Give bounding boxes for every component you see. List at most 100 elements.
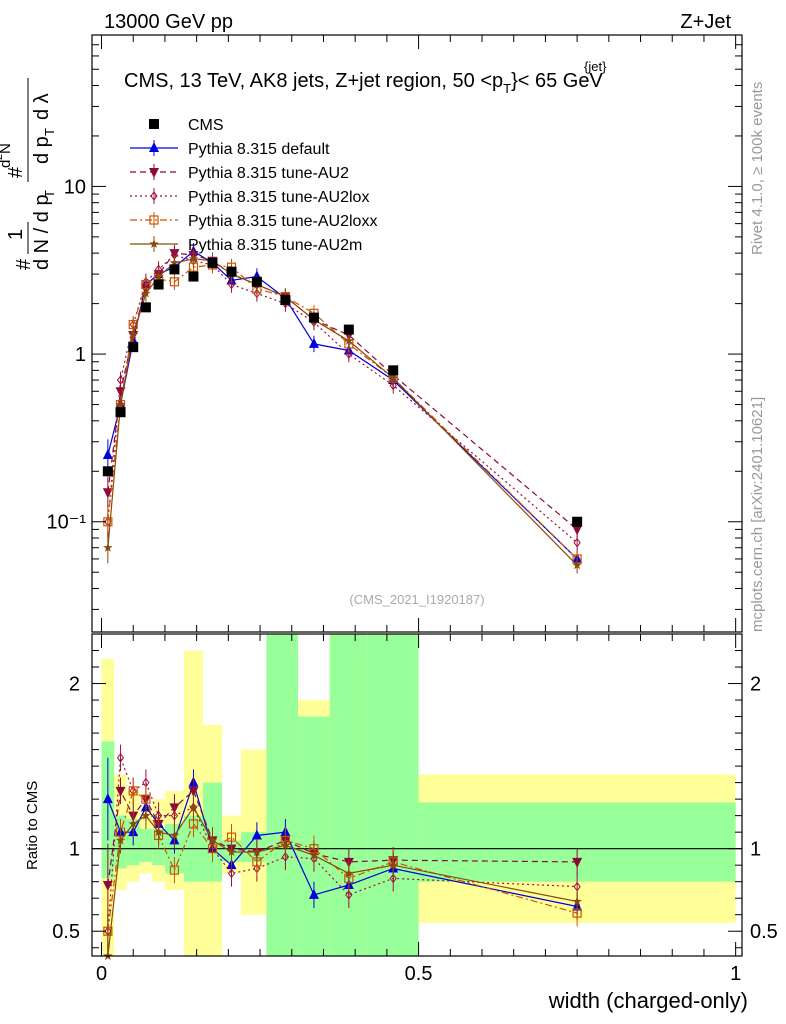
ratio-y-tick-label-right: 0.5 <box>750 921 778 943</box>
legend-label: Pythia 8.315 tune-AU2lox <box>188 189 369 206</box>
legend-label: Pythia 8.315 default <box>188 141 330 158</box>
header-right: Z+Jet <box>680 11 731 33</box>
point-cms <box>169 264 180 275</box>
point-cms <box>308 312 319 323</box>
ratio-y-tick-label-right: 2 <box>750 674 761 696</box>
ratio-point-pythia-8-315-tune-au2m <box>128 818 138 828</box>
legend-label: Pythia 8.315 tune-AU2 <box>188 165 349 182</box>
svg-text:N: N <box>0 143 14 154</box>
line-pythia-8-315-tune-au2 <box>107 252 578 530</box>
ratio-point-pythia-8-315-tune-au2m <box>388 860 398 870</box>
point-cms <box>280 295 291 306</box>
ratio-series-pythia-8-315-tune-au2m <box>103 794 582 960</box>
svg-text:T: T <box>42 190 57 198</box>
x-tick-label: 0.5 <box>405 963 433 985</box>
y-tick-label: 1 <box>75 344 86 366</box>
uncertainty-band-inner <box>266 634 299 956</box>
point-pythia-8-315-tune-au2m <box>141 288 151 298</box>
ratio-point-pythia-8-315-tune-au2m <box>115 835 126 845</box>
ratio-point-pythia-8-315-tune-au2 <box>572 857 583 868</box>
legend-label: Pythia 8.315 tune-AU2m <box>188 237 362 254</box>
line-pythia-8-315-tune-au2m <box>107 258 578 566</box>
point-pythia-8-315-tune-au2lox <box>227 279 236 290</box>
ratio-ylabel: Ratio to CMS <box>24 781 41 870</box>
series-pythia-8-315-tune-au2m <box>103 250 582 574</box>
legend: CMS Pythia 8.315 default Pythia 8.315 tune… <box>130 117 377 254</box>
point-cms <box>115 407 126 418</box>
x-tick-label: 0 <box>96 963 107 985</box>
line-pythia-8-315-tune-au2loxx <box>107 264 578 560</box>
svg-text:d λ: d λ <box>31 93 53 120</box>
ratio-point-pythia-8-315-tune-au2m <box>309 850 319 860</box>
point-pythia-8-315-tune-au2m <box>153 271 164 281</box>
point-pythia-8-315-tune-au2loxx <box>169 277 180 287</box>
ratio-point-pythia-8-315-tune-au2lox <box>389 873 397 884</box>
point-cms <box>188 271 199 282</box>
legend-marker-pythia-8-315-tune-au2lox <box>150 191 158 201</box>
ratio-point-pythia-8-315-tune-au2lox <box>116 753 125 763</box>
legend-item-cms: CMS <box>149 117 224 134</box>
legend-item-pythia-8-315-tune-au2: Pythia 8.315 tune-AU2 <box>130 164 349 182</box>
ratio-point-pythia-8-315-tune-au2loxx <box>128 786 138 796</box>
ratio-point-pythia-8-315-tune-au2lox <box>227 868 236 879</box>
line-pythia-8-315-default <box>107 250 578 560</box>
series-pythia-8-315-tune-au2lox <box>104 246 581 551</box>
main-title: CMS, 13 TeV, AK8 jets, Z+jet region, 50 … <box>124 59 607 96</box>
legend-marker-pythia-8-315-default <box>149 142 159 152</box>
point-cms <box>102 466 113 477</box>
ratio-y-tick-label: 1 <box>69 839 80 861</box>
x-tick-label: 1 <box>730 963 741 985</box>
legend-marker-pythia-8-315-tune-au2 <box>149 168 159 178</box>
point-cms <box>251 276 262 287</box>
point-cms <box>153 279 164 290</box>
ratio-y-tick-label: 2 <box>69 674 80 696</box>
point-pythia-8-315-tune-au2lox <box>345 349 353 359</box>
ratio-point-pythia-8-315-default <box>251 829 262 840</box>
ratio-point-pythia-8-315-tune-au2lox <box>281 852 290 862</box>
point-pythia-8-315-tune-au2m <box>103 542 113 552</box>
y-tick-label: 10 <box>64 176 86 198</box>
point-pythia-8-315-tune-au2lox <box>573 537 581 548</box>
point-cms <box>226 266 237 277</box>
ratio-point-pythia-8-315-default <box>102 793 113 804</box>
ratio-y-tick-label-right: 1 <box>750 839 761 861</box>
point-cms <box>207 257 218 268</box>
ratio-point-pythia-8-315-tune-au2m <box>153 827 164 837</box>
line-pythia-8-315-tune-au2lox <box>107 254 578 544</box>
svg-text:d N / d p: d N / d p <box>31 194 53 270</box>
watermark: (CMS_2021_I1920187) <box>349 592 484 607</box>
svg-text:d: d <box>0 160 14 168</box>
legend-item-pythia-8-315-default: Pythia 8.315 default <box>130 140 330 158</box>
ratio-point-pythia-8-315-tune-au2m <box>280 840 291 850</box>
point-cms <box>572 516 583 527</box>
point-pythia-8-315-tune-au2m <box>572 560 582 570</box>
point-pythia-8-315-tune-au2m <box>344 335 354 345</box>
point-pythia-8-315-tune-au2lox <box>389 380 397 391</box>
title-superscript: {jet} <box>584 59 607 74</box>
legend-marker-pythia-8-315-tune-au2loxx <box>149 215 159 225</box>
ratio-point-pythia-8-315-tune-au2loxx <box>169 865 180 875</box>
uncertainty-band-inner <box>139 828 153 862</box>
svg-text:#: # <box>13 258 35 270</box>
legend-item-pythia-8-315-tune-au2loxx: Pythia 8.315 tune-AU2loxx <box>130 212 377 230</box>
svg-text:#: # <box>5 166 27 178</box>
y-tick-label: 10⁻¹ <box>47 512 87 534</box>
point-cms <box>343 324 354 335</box>
rivet-label: Rivet 4.1.0, ≥ 100k events <box>749 82 766 255</box>
ratio-panel: 0.5 0.5 1 1 2 2 0 0.5 1 <box>52 633 778 985</box>
x-axis-label: width (charged-only) <box>548 988 748 1013</box>
legend-marker-pythia-8-315-tune-au2m <box>149 239 159 248</box>
main-frame <box>91 34 743 633</box>
point-pythia-8-315-tune-au2 <box>115 387 126 398</box>
main-ylabel: # 1 d N / d p T # d 2 N d p T d λ <box>0 78 57 270</box>
svg-text:CMS, 13 TeV, AK8 jets, Z+jet r: CMS, 13 TeV, AK8 jets, Z+jet region, 50 … <box>124 70 603 96</box>
mcplots-label: mcplots.cern.ch [arXiv:2401.10621] <box>749 397 766 632</box>
legend-marker-cms <box>149 119 159 129</box>
ratio-point-pythia-8-315-tune-au2m <box>252 847 262 856</box>
ratio-point-pythia-8-315-tune-au2m <box>344 868 354 878</box>
ratio-point-pythia-8-315-tune-au2 <box>102 880 113 891</box>
series-pythia-8-315-default <box>102 243 583 568</box>
ratio-point-pythia-8-315-tune-au2m <box>207 835 218 845</box>
point-pythia-8-315-tune-au2m <box>169 257 180 267</box>
ratio-point-pythia-8-315-tune-au2lox <box>170 810 179 821</box>
